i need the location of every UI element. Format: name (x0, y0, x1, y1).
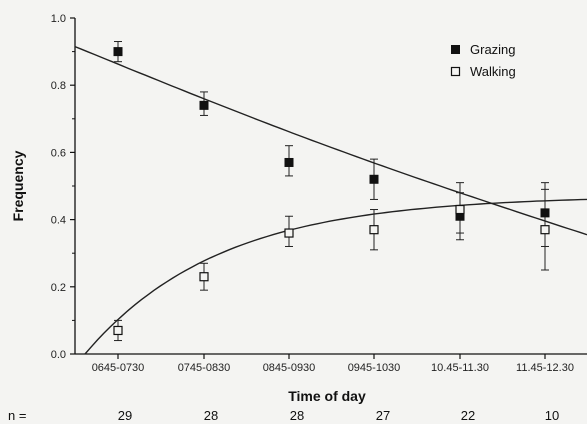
fit-curves (74, 45, 587, 355)
point-walking-0 (113, 325, 123, 336)
data-points (113, 47, 550, 336)
y-ticks: 0.0 0.2 0.4 0.6 0.8 1.0 (51, 13, 75, 361)
y-tick-label-1: 0.2 (51, 282, 66, 294)
y-tick-label-3: 0.6 (51, 147, 66, 159)
y-tick-label-5: 1.0 (51, 13, 66, 25)
point-walking-4 (455, 204, 465, 215)
n-label: n = (8, 408, 26, 423)
legend: Grazing Walking (450, 42, 516, 79)
y-tick-label-4: 0.8 (51, 80, 66, 92)
legend-marker-grazing (451, 45, 460, 54)
y-tick-label-0: 0.0 (51, 349, 66, 361)
point-walking-5 (540, 225, 550, 235)
point-walking-3 (369, 225, 379, 235)
x-tick-label-5: 11.45-12.30 (516, 362, 574, 374)
point-walking-1 (199, 272, 209, 282)
legend-marker-walking (450, 66, 461, 77)
x-ticks: 0645-0730 0745-0830 0845-0930 0945-1030 10.4… (92, 354, 574, 374)
point-grazing-1 (199, 100, 209, 110)
x-tick-label-0: 0645-0730 (92, 362, 145, 374)
point-walking-2 (284, 228, 294, 238)
y-axis-title: Frequency (10, 150, 26, 221)
x-axis-title: Time of day (288, 388, 366, 404)
n-value-0: 29 (118, 408, 132, 423)
sample-size-row: n = 29 28 28 27 22 10 (8, 408, 559, 423)
x-tick-label-3: 0945-1030 (348, 362, 401, 374)
point-grazing-0 (113, 47, 123, 57)
n-value-4: 22 (461, 408, 475, 423)
n-value-2: 28 (290, 408, 304, 423)
n-value-1: 28 (204, 408, 218, 423)
x-tick-label-4: 10.45-11.30 (431, 362, 489, 374)
point-grazing-3 (369, 174, 379, 184)
n-value-5: 10 (545, 408, 559, 423)
point-grazing-2 (284, 157, 294, 167)
fit-curve-walking (84, 198, 587, 355)
point-grazing-4 (455, 211, 465, 221)
point-grazing-5 (540, 208, 550, 218)
y-tick-label-2: 0.4 (51, 215, 66, 227)
legend-label-walking: Walking (470, 64, 516, 79)
n-value-3: 27 (376, 408, 390, 423)
legend-label-grazing: Grazing (470, 42, 516, 57)
fit-curve-grazing (74, 45, 587, 236)
x-tick-label-1: 0745-0830 (178, 362, 231, 374)
error-bars (114, 41, 549, 342)
x-tick-label-2: 0845-0930 (263, 362, 316, 374)
